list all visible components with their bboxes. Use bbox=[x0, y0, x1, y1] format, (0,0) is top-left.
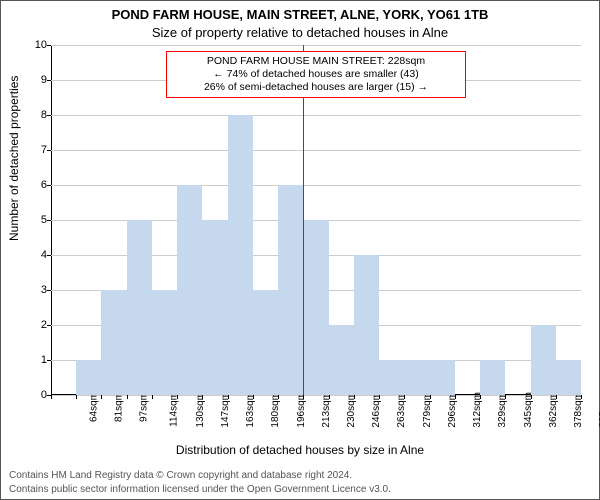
y-tick-label: 2 bbox=[29, 319, 47, 331]
y-tick-mark bbox=[47, 185, 51, 186]
x-tick-mark bbox=[480, 395, 481, 399]
annotation-line: POND FARM HOUSE MAIN STREET: 228sqm bbox=[173, 55, 459, 68]
x-tick-label: 378sqm bbox=[573, 392, 584, 428]
x-tick-mark bbox=[76, 395, 77, 399]
x-tick-mark bbox=[152, 395, 153, 399]
gridline-h bbox=[51, 45, 581, 46]
y-tick-mark bbox=[47, 80, 51, 81]
x-tick-label: 163sqm bbox=[245, 392, 256, 428]
x-tick-mark bbox=[278, 395, 279, 399]
bar bbox=[101, 290, 126, 395]
x-tick-label: 130sqm bbox=[195, 392, 206, 428]
bar bbox=[177, 185, 202, 395]
x-tick-label: 147sqm bbox=[220, 392, 231, 428]
y-tick-mark bbox=[47, 360, 51, 361]
y-tick-label: 8 bbox=[29, 109, 47, 121]
bar bbox=[329, 325, 354, 395]
x-tick-mark bbox=[430, 395, 431, 399]
bar bbox=[480, 360, 505, 395]
chart-title-sub: Size of property relative to detached ho… bbox=[1, 25, 599, 40]
x-tick-mark bbox=[354, 395, 355, 399]
footnote-line-1: Contains HM Land Registry data © Crown c… bbox=[9, 470, 591, 481]
bar bbox=[76, 360, 101, 395]
x-tick-label: 329sqm bbox=[498, 392, 509, 428]
x-tick-label: 97sqm bbox=[139, 392, 150, 422]
x-tick-mark bbox=[101, 395, 102, 399]
chart-container: POND FARM HOUSE, MAIN STREET, ALNE, YORK… bbox=[0, 0, 600, 500]
x-tick-mark bbox=[505, 395, 506, 399]
bar bbox=[278, 185, 303, 395]
x-tick-mark bbox=[329, 395, 330, 399]
annotation-line: 26% of semi-detached houses are larger (… bbox=[173, 81, 459, 94]
footnote-line-2: Contains public sector information licen… bbox=[9, 484, 591, 495]
y-tick-mark bbox=[47, 115, 51, 116]
x-tick-label: 81sqm bbox=[113, 392, 124, 422]
gridline-h bbox=[51, 185, 581, 186]
x-tick-label: 345sqm bbox=[523, 392, 534, 428]
x-tick-mark bbox=[228, 395, 229, 399]
bar bbox=[253, 290, 278, 395]
x-tick-label: 279sqm bbox=[422, 392, 433, 428]
chart-title-main: POND FARM HOUSE, MAIN STREET, ALNE, YORK… bbox=[1, 7, 599, 22]
y-tick-mark bbox=[47, 150, 51, 151]
y-tick-label: 9 bbox=[29, 74, 47, 86]
y-axis-label: Number of detached properties bbox=[7, 76, 21, 241]
x-tick-label: 230sqm bbox=[346, 392, 357, 428]
x-tick-label: 64sqm bbox=[88, 392, 99, 422]
gridline-h bbox=[51, 150, 581, 151]
annotation-line: ← 74% of detached houses are smaller (43… bbox=[173, 68, 459, 81]
bar bbox=[303, 220, 328, 395]
bar bbox=[531, 325, 556, 395]
y-tick-label: 1 bbox=[29, 354, 47, 366]
x-tick-mark bbox=[531, 395, 532, 399]
x-tick-mark bbox=[404, 395, 405, 399]
y-tick-label: 0 bbox=[29, 389, 47, 401]
x-tick-label: 296sqm bbox=[447, 392, 458, 428]
y-tick-mark bbox=[47, 290, 51, 291]
bar bbox=[379, 360, 404, 395]
x-tick-mark bbox=[253, 395, 254, 399]
y-tick-mark bbox=[47, 325, 51, 326]
x-tick-label: 362sqm bbox=[548, 392, 559, 428]
x-tick-mark bbox=[379, 395, 380, 399]
x-tick-mark bbox=[127, 395, 128, 399]
x-tick-mark bbox=[303, 395, 304, 399]
bar bbox=[127, 220, 152, 395]
x-tick-mark bbox=[455, 395, 456, 399]
bar bbox=[430, 360, 455, 395]
bar bbox=[152, 290, 177, 395]
plot-area: 01234567891064sqm81sqm97sqm114sqm130sqm1… bbox=[51, 45, 581, 395]
x-tick-label: 312sqm bbox=[472, 392, 483, 428]
x-tick-label: 263sqm bbox=[397, 392, 408, 428]
x-tick-label: 213sqm bbox=[321, 392, 332, 428]
y-tick-label: 4 bbox=[29, 249, 47, 261]
y-tick-label: 3 bbox=[29, 284, 47, 296]
bar bbox=[556, 360, 581, 395]
bar bbox=[228, 115, 253, 395]
gridline-h bbox=[51, 115, 581, 116]
x-tick-label: 246sqm bbox=[371, 392, 382, 428]
y-tick-mark bbox=[47, 45, 51, 46]
y-tick-mark bbox=[47, 220, 51, 221]
y-tick-label: 7 bbox=[29, 144, 47, 156]
x-tick-mark bbox=[556, 395, 557, 399]
bar bbox=[354, 255, 379, 395]
bar bbox=[404, 360, 429, 395]
bar bbox=[202, 220, 227, 395]
y-tick-label: 6 bbox=[29, 179, 47, 191]
x-tick-mark bbox=[202, 395, 203, 399]
x-tick-mark bbox=[51, 395, 52, 399]
y-tick-label: 5 bbox=[29, 214, 47, 226]
x-tick-label: 196sqm bbox=[296, 392, 307, 428]
x-tick-mark bbox=[581, 395, 582, 399]
annotation-box: POND FARM HOUSE MAIN STREET: 228sqm← 74%… bbox=[166, 51, 466, 98]
x-tick-label: 180sqm bbox=[270, 392, 281, 428]
x-tick-mark bbox=[177, 395, 178, 399]
y-tick-mark bbox=[47, 255, 51, 256]
y-tick-label: 10 bbox=[29, 39, 47, 51]
x-axis-label: Distribution of detached houses by size … bbox=[1, 443, 599, 457]
